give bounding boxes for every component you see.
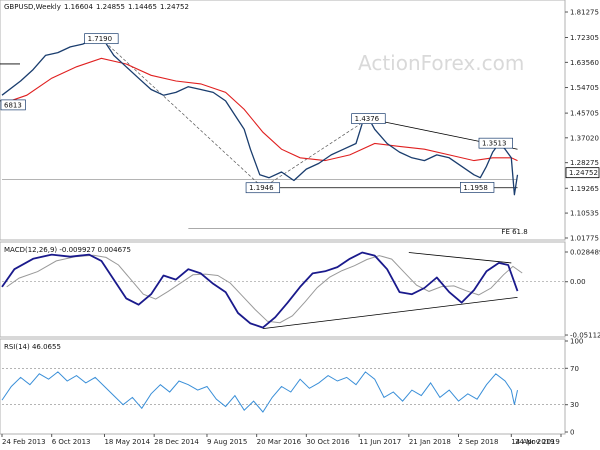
annotation-label: FE 61.8 [501,228,527,236]
macd-lower-trend-line [262,296,518,330]
y-tick-label: 1.63560 [570,59,599,67]
rsi-panel: RSI(14) 46.0655 100 70 30 0 [0,338,583,437]
y-tick-label: 1.10535 [570,210,599,218]
x-tick-label: 6 Oct 2013 [52,438,91,446]
rsi-header: RSI(14) 46.0655 [4,343,61,351]
y-tick-label: 1.01775 [570,234,599,242]
x-tick-label: 30 Oct 2016 [306,438,350,446]
annotation-label: 1.1946 [249,184,274,192]
y-tick-label: 0.028489 [570,249,600,257]
annotation-label: 1.7190 [88,35,113,43]
current-price-label: 1.24752 [569,169,598,177]
annotation-box [351,113,386,124]
macd-y-axis: 0.028489 0.00 -0.051125 [565,249,600,340]
price-header: GBPUSD,Weekly [4,3,61,11]
annotation-label: 1.1958 [463,184,488,192]
y-tick-label: 1.19265 [570,185,599,193]
x-tick-label: 11 Jun 2017 [359,438,401,446]
x-tick-label: 2 Sep 2018 [459,438,499,446]
y-tick-label: 1.72305 [570,34,599,42]
y-tick-label: 1.81275 [570,9,599,17]
annotation-box [0,99,26,111]
y-tick-label: 70 [570,365,579,373]
y-tick-label: 0 [570,429,574,437]
annotation-box [245,182,281,194]
annotation-box [478,137,513,149]
projection-line-a [101,38,264,188]
y-tick-label: 1.37020 [570,134,599,142]
annotation-box [84,33,119,45]
y-tick-label: 0.00 [570,278,586,286]
annotation-label: 1.4376 [355,115,380,123]
y-tick-label: 100 [570,338,583,346]
macd-header: MACD(12,26,9) -0.009927 0.004675 [4,246,131,254]
x-tick-label: 28 Dec 2014 [154,438,199,446]
x-axis: 24 Feb 2013 6 Oct 2013 18 May 2014 28 Dec 2… [1,434,562,446]
macd-series [1,251,565,330]
annotation-label: 6813 [4,101,22,109]
x-tick-label: 20 Mar 2016 [257,438,302,446]
watermark: ActionForex.com [358,51,524,75]
y-tick-label: 30 [570,401,579,409]
macd-upper-trend-line [408,252,512,264]
annotation-label: 1.3513 [482,140,507,148]
price-annotations: 1.7190 1.4376 1.3513 1.1946 1.1958 6813 FE 61.… [0,33,600,236]
y-tick-label: 1.54705 [570,84,599,92]
x-tick-label: 14 Apr 2019 [511,438,554,446]
y-tick-label: 1.45705 [570,110,599,118]
rsi-y-axis: 100 70 30 0 [565,338,583,437]
ohlc-low: 1.14465 [128,3,157,11]
projection-line-b [262,118,369,189]
rsi-series [1,367,565,413]
price-y-axis: 1.81275 1.72305 1.63560 1.54705 1.45705 1.370… [565,9,599,242]
ohlc-open: 1.16604 [64,3,93,11]
ohlc-high: 1.24855 [96,3,125,11]
annotation-box [460,182,495,193]
x-tick-label: 18 May 2014 [104,438,150,446]
x-tick-label: 24 Feb 2013 [2,438,46,446]
x-tick-label: 21 Jan 2018 [409,438,451,446]
y-tick-label: 1.28275 [570,159,599,167]
x-tick-label: 24 Nov 2019 [515,438,560,446]
macd-panel: MACD(12,26,9) -0.009927 0.004675 0.02848… [0,241,600,340]
x-tick-label: 9 Aug 2015 [207,438,247,446]
macd-signal-line [6,254,523,324]
current-price-box [565,167,600,179]
moving-average-line [1,57,518,162]
price-panel: ActionForex.com GBPUSD,Weekly 1.16604 1.… [0,0,600,242]
macd-line [1,251,519,329]
ohlc-close: 1.24752 [160,3,189,11]
rsi-line [1,371,518,413]
price-trend-lines [0,38,518,229]
y-tick-label: -0.051125 [570,332,600,340]
